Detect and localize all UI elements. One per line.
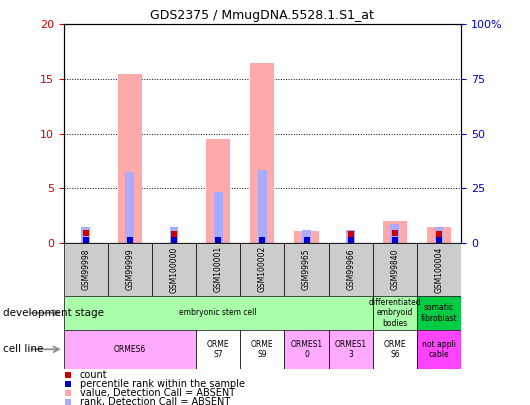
Text: percentile rank within the sample: percentile rank within the sample <box>80 379 244 389</box>
Bar <box>346 230 355 243</box>
Bar <box>329 243 373 296</box>
Bar <box>258 170 267 243</box>
Bar <box>391 224 399 243</box>
Bar <box>435 227 444 243</box>
Text: GSM99840: GSM99840 <box>391 249 399 290</box>
Text: development stage: development stage <box>3 308 104 318</box>
Bar <box>118 73 142 243</box>
Bar <box>302 230 311 243</box>
Bar <box>126 172 134 243</box>
Text: GSM100004: GSM100004 <box>435 246 444 292</box>
Text: GSM100001: GSM100001 <box>214 246 223 292</box>
Bar <box>240 330 285 369</box>
Bar <box>81 227 90 243</box>
Bar <box>214 192 223 243</box>
Text: somatic
fibroblast: somatic fibroblast <box>421 303 457 322</box>
Text: not appli
cable: not appli cable <box>422 340 456 359</box>
Bar <box>196 243 240 296</box>
Title: GDS2375 / MmugDNA.5528.1.S1_at: GDS2375 / MmugDNA.5528.1.S1_at <box>151 9 374 22</box>
Text: count: count <box>80 370 107 380</box>
Bar <box>294 231 319 243</box>
Bar <box>240 243 285 296</box>
Text: ORME
S6: ORME S6 <box>384 340 406 359</box>
Text: ORME
S7: ORME S7 <box>207 340 229 359</box>
Text: ORMES1
0: ORMES1 0 <box>290 340 323 359</box>
Bar <box>329 330 373 369</box>
Text: embryonic stem cell: embryonic stem cell <box>179 308 257 318</box>
Bar <box>152 243 196 296</box>
Text: ORME
S9: ORME S9 <box>251 340 273 359</box>
Text: ORMES6: ORMES6 <box>114 345 146 354</box>
Bar <box>285 330 329 369</box>
Bar <box>383 221 407 243</box>
Bar <box>64 330 196 369</box>
Text: GSM100000: GSM100000 <box>170 246 179 292</box>
Text: GSM99998: GSM99998 <box>81 249 90 290</box>
Text: differentiated
embryoid
bodies: differentiated embryoid bodies <box>368 298 421 328</box>
Text: ORMES1
3: ORMES1 3 <box>334 340 367 359</box>
Bar <box>108 243 152 296</box>
Bar <box>427 227 451 243</box>
Bar <box>285 243 329 296</box>
Text: GSM99965: GSM99965 <box>302 249 311 290</box>
Text: value, Detection Call = ABSENT: value, Detection Call = ABSENT <box>80 388 235 399</box>
Bar <box>64 296 373 330</box>
Bar <box>250 62 275 243</box>
Text: rank, Detection Call = ABSENT: rank, Detection Call = ABSENT <box>80 397 229 405</box>
Bar <box>373 296 417 330</box>
Bar <box>373 330 417 369</box>
Bar <box>417 330 461 369</box>
Bar <box>373 243 417 296</box>
Text: cell line: cell line <box>3 344 43 354</box>
Bar <box>417 243 461 296</box>
Bar <box>170 227 179 243</box>
Bar <box>64 243 108 296</box>
Bar <box>417 296 461 330</box>
Text: GSM99966: GSM99966 <box>346 249 355 290</box>
Text: GSM100002: GSM100002 <box>258 246 267 292</box>
Bar <box>206 139 231 243</box>
Bar <box>196 330 240 369</box>
Text: GSM99999: GSM99999 <box>126 249 134 290</box>
